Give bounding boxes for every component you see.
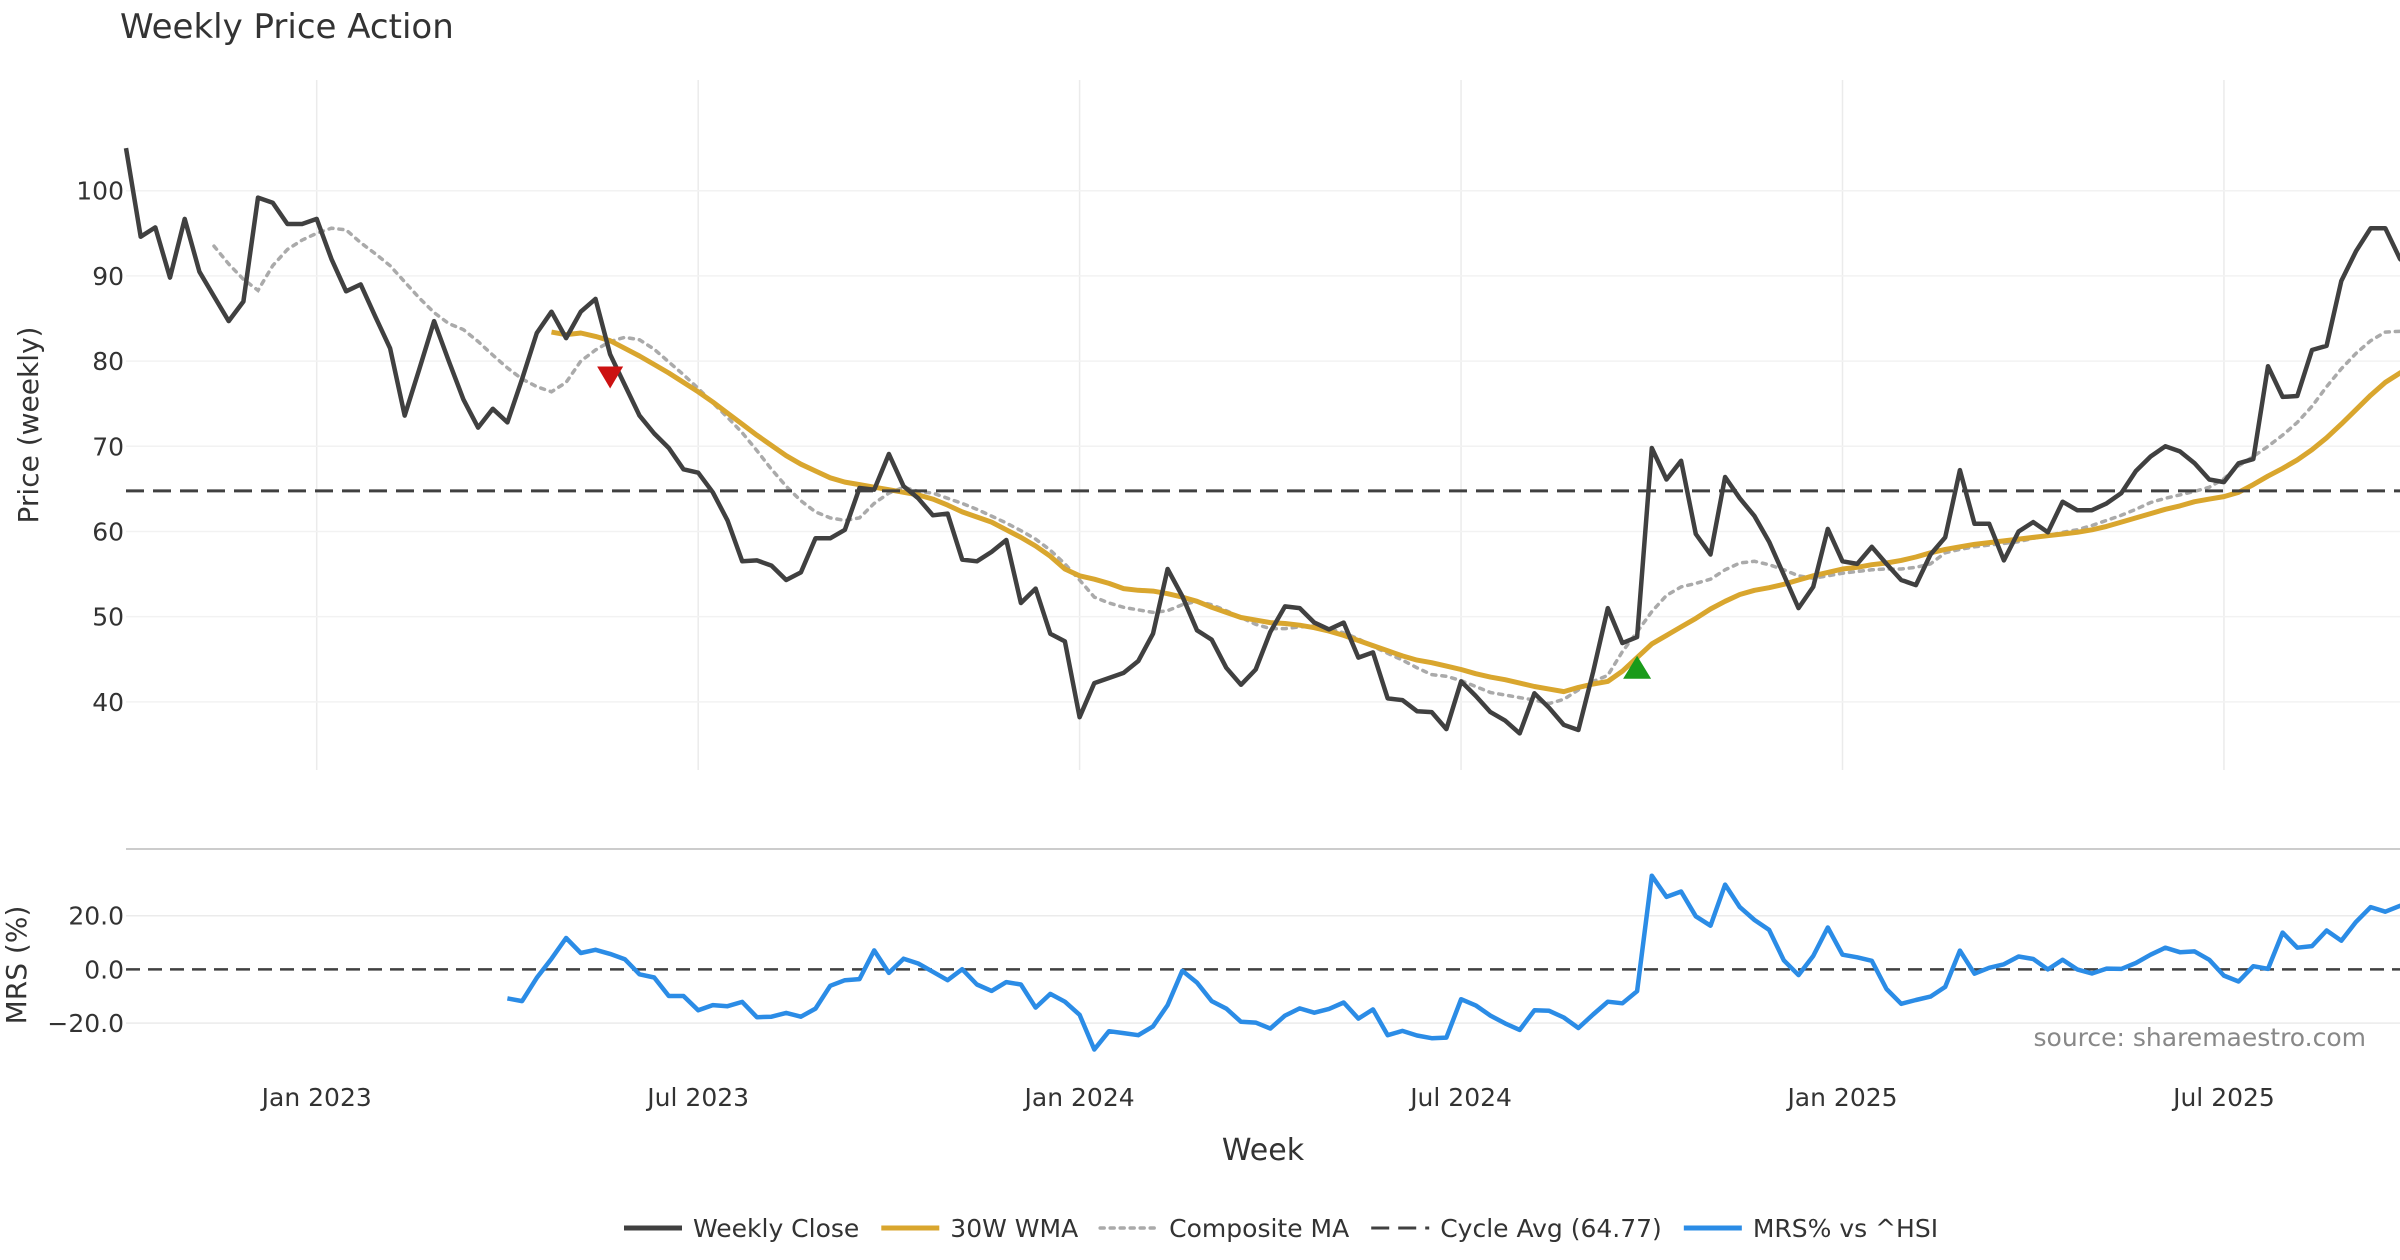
price-y-tick-label: 50: [92, 603, 124, 632]
legend-item-composite-ma: Composite MA: [1098, 1214, 1349, 1243]
x-tick-label: Jul 2025: [2171, 1083, 2275, 1112]
buy-signal-marker: [1623, 655, 1652, 679]
chart-title: Weekly Price Action: [120, 7, 454, 47]
legend-label: 30W WMA: [950, 1214, 1078, 1243]
price-axis: 40 50 60 70 80 90 100: [76, 177, 124, 717]
weekly-close-line: [123, 147, 2400, 736]
x-tick-label: Jan 2023: [260, 1083, 372, 1112]
legend-label: Cycle Avg (64.77): [1440, 1214, 1662, 1243]
x-tick-label: Jan 2024: [1023, 1083, 1135, 1112]
price-y-tick-label: 40: [92, 688, 124, 717]
legend: Weekly Close 30W WMA Composite MA Cycle Avg…: [624, 1214, 1938, 1243]
legend-item-weekly-close: Weekly Close: [624, 1214, 859, 1243]
mrs-y-tick-label: −20.0: [47, 1009, 124, 1038]
price-grid: [126, 80, 2400, 770]
mrs-series: [126, 873, 2400, 1052]
mrs-y-tick-label: 0.0: [84, 955, 124, 984]
price-y-tick-label: 60: [92, 517, 124, 546]
legend-label: Weekly Close: [693, 1214, 859, 1243]
legend-label: MRS% vs ^HSI: [1753, 1214, 1938, 1243]
x-axis-label: Week: [1222, 1133, 1305, 1168]
legend-item-cycle-avg-64-77: Cycle Avg (64.77): [1371, 1214, 1662, 1243]
x-tick-label: Jul 2023: [645, 1083, 749, 1112]
sell-signal-marker: [597, 366, 624, 389]
price-y-tick-label: 100: [76, 177, 124, 206]
price-y-tick-label: 90: [92, 262, 124, 291]
legend-item-30w-wma: 30W WMA: [881, 1214, 1078, 1243]
composite-ma-line: [212, 226, 2400, 706]
legend-label: Composite MA: [1169, 1214, 1349, 1243]
x-tick-label: Jul 2024: [1408, 1083, 1512, 1112]
price-y-tick-label: 70: [92, 432, 124, 461]
price-series: [123, 147, 2400, 736]
wma-30w-line: [551, 329, 2400, 695]
legend-item-mrs-vs-hsi: MRS% vs ^HSI: [1683, 1214, 1938, 1243]
watermark: source: sharemaestro.com: [2034, 1023, 2367, 1052]
mrs-axis: −20.0 0.0 20.0: [47, 902, 124, 1038]
price-y-axis-label: Price (weekly): [12, 327, 45, 524]
mrs-y-axis-label: MRS (%): [0, 906, 33, 1025]
mrs-line: [506, 873, 2400, 1052]
x-axis: Jan 2023 Jul 2023 Jan 2024 Jul 2024 Jan 2025…: [260, 1083, 2275, 1112]
mrs-y-tick-label: 20.0: [68, 902, 124, 931]
x-tick-label: Jan 2025: [1785, 1083, 1897, 1112]
price-y-tick-label: 80: [92, 347, 124, 376]
